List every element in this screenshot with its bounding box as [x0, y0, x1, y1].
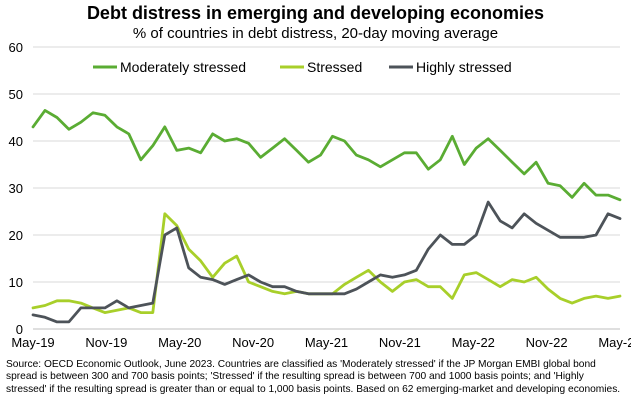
legend-label: Moderately stressed — [120, 59, 246, 75]
x-tick-label: May-22 — [452, 335, 495, 350]
x-tick-label: Nov-20 — [232, 335, 274, 350]
source-footnote: Source: OECD Economic Outlook, June 2023… — [6, 359, 621, 395]
x-axis-ticks: May-19 Nov-19 May-20 Nov-20 May-21 Nov-21 May-… — [11, 335, 631, 350]
x-tick-label: Nov-22 — [526, 335, 568, 350]
series-lines — [31, 109, 622, 324]
chart-subtitle: % of countries in debt distress, 20-day … — [132, 25, 499, 42]
y-tick-label: 10 — [9, 275, 23, 290]
x-tick-label: May-19 — [11, 335, 54, 350]
legend: Moderately stressed Stressed Highly stress… — [93, 59, 512, 75]
chart-title: Debt distress in emerging and developing… — [86, 3, 545, 23]
y-tick-label: 60 — [9, 40, 23, 55]
y-axis-ticks: 0 10 20 30 40 50 60 — [9, 40, 23, 337]
legend-label: Stressed — [307, 59, 362, 75]
x-tick-label: May-21 — [305, 335, 348, 350]
series-line — [31, 212, 622, 315]
x-tick-label: Nov-21 — [379, 335, 421, 350]
y-tick-label: 0 — [16, 322, 23, 337]
y-tick-label: 40 — [9, 134, 23, 149]
y-tick-label: 50 — [9, 87, 23, 102]
y-tick-label: 20 — [9, 228, 23, 243]
y-tick-label: 30 — [9, 181, 23, 196]
series-line — [31, 200, 622, 324]
x-tick-label: May-23 — [598, 335, 631, 350]
legend-label: Highly stressed — [416, 59, 512, 75]
series-line — [31, 109, 622, 202]
x-tick-label: Nov-19 — [85, 335, 127, 350]
x-tick-label: May-20 — [158, 335, 201, 350]
